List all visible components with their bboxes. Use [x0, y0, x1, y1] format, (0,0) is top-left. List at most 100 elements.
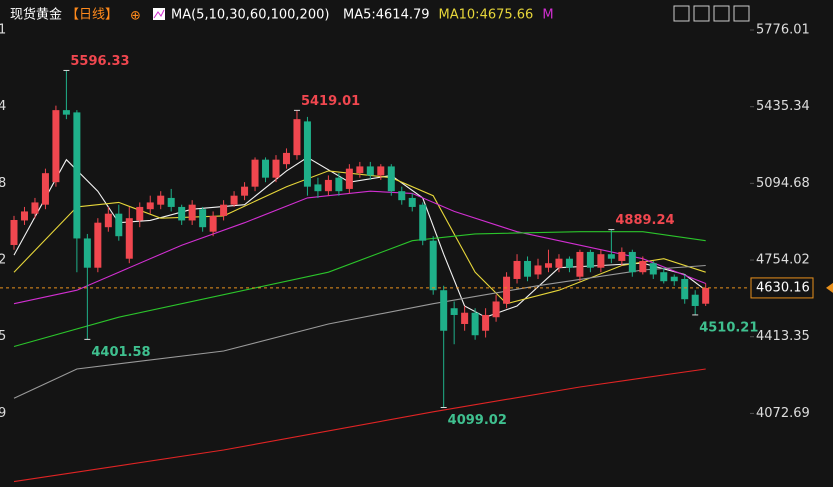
candle-body: [188, 204, 196, 221]
candle-body: [104, 213, 112, 228]
candle-body: [94, 222, 102, 268]
candle-body: [345, 168, 353, 189]
candle-body: [230, 195, 238, 205]
candle-body: [607, 254, 615, 259]
candle-body: [429, 240, 437, 291]
candle-body: [209, 215, 217, 232]
candle-body: [450, 308, 458, 315]
candle-body: [303, 121, 311, 187]
annotation-label: 4510.21: [699, 320, 758, 335]
candle-body: [544, 263, 552, 268]
ma-readout: M: [542, 8, 553, 23]
candle-body: [618, 251, 626, 261]
candle-body: [471, 312, 479, 336]
candle-body: [387, 166, 395, 192]
y-tick-label: 5776.01: [756, 23, 810, 38]
candle-body: [335, 177, 343, 192]
candle-body: [262, 159, 270, 178]
price-marker: [826, 282, 833, 293]
candle-body: [670, 276, 678, 282]
candle-body: [565, 258, 573, 268]
candle-body: [136, 206, 144, 221]
candle-body: [272, 159, 280, 178]
ma-line: [13, 264, 706, 399]
candle-body: [115, 213, 123, 237]
y-tick-label: 4413.35: [756, 329, 810, 344]
candle-body: [691, 294, 699, 306]
header: 现货黄金 【日线】 ⊕ MA(5,10,30,60,100,200): [10, 5, 750, 24]
candle-body: [241, 186, 249, 196]
candle-body: [628, 251, 636, 273]
candle-body: [440, 290, 448, 331]
candle-body: [293, 119, 301, 156]
ma-line: [13, 368, 706, 483]
price-label: 4630.16: [756, 280, 810, 295]
candle-body: [649, 263, 657, 275]
y-tick-label: 4072.69: [756, 406, 810, 421]
indicator: MA(5,10,30,60,100,200): [171, 8, 329, 23]
annotation-label: 4099.02: [448, 413, 507, 428]
ma-icon-line: [153, 9, 165, 19]
left-axis-label: 2: [0, 253, 6, 268]
candle-body: [314, 184, 322, 192]
left-axis-label: 9: [0, 406, 6, 421]
annotation-label: 5419.01: [301, 94, 360, 109]
candle-body: [73, 112, 81, 239]
candle-body: [62, 110, 70, 115]
candle-body: [10, 219, 18, 245]
candle-body: [251, 159, 259, 187]
candle-body: [576, 251, 584, 277]
candle-body: [20, 211, 28, 221]
left-axis-label: 4: [0, 99, 6, 114]
candle-body: [639, 260, 647, 273]
candle-body: [555, 258, 563, 268]
tool-button[interactable]: [673, 5, 690, 22]
tool-button[interactable]: [713, 5, 730, 22]
toolbar: [673, 5, 750, 22]
annotation-label: 4401.58: [91, 345, 150, 360]
candle-body: [660, 272, 668, 282]
candle-body: [377, 166, 385, 176]
candle-body: [52, 110, 60, 183]
period[interactable]: 【日线】: [66, 8, 118, 23]
left-axis-label: 5: [0, 329, 6, 344]
tool-button[interactable]: [733, 5, 750, 22]
candle-body: [282, 152, 290, 165]
candle-body: [199, 209, 207, 228]
tool-button[interactable]: [693, 5, 710, 22]
candle-body: [366, 166, 374, 176]
candle-body: [125, 218, 133, 259]
candle-body: [503, 276, 511, 304]
candle-body: [461, 312, 469, 324]
candle-body: [398, 191, 406, 201]
candle-body: [356, 166, 364, 174]
ma-line: [13, 231, 706, 348]
candle-body: [157, 195, 165, 205]
ma-line: [13, 190, 706, 305]
ma-readout: MA10:4675.66: [439, 8, 534, 23]
candle-body: [31, 202, 39, 214]
candle-body: [534, 265, 542, 275]
ma-readout: MA5:4614.79: [343, 8, 430, 23]
price-box: [750, 277, 814, 299]
candle-body: [586, 251, 594, 268]
candle-body: [41, 173, 49, 205]
settings-icon[interactable]: ⊕: [130, 9, 141, 24]
candle-body: [702, 287, 710, 304]
candle-body: [419, 204, 427, 241]
left-axis-label: 1: [0, 23, 6, 38]
candle-body: [524, 260, 532, 277]
candle-body: [167, 197, 175, 207]
candle-body: [178, 206, 186, 221]
candle-body: [681, 278, 689, 300]
candle-body: [146, 202, 154, 210]
candle-body: [220, 204, 228, 216]
annotation-label: 4889.24: [615, 213, 674, 228]
candle-body: [408, 197, 416, 207]
candle-body: [513, 260, 521, 279]
candle-body: [324, 179, 332, 192]
candle-body: [83, 238, 91, 268]
left-axis-label: 8: [0, 176, 6, 191]
